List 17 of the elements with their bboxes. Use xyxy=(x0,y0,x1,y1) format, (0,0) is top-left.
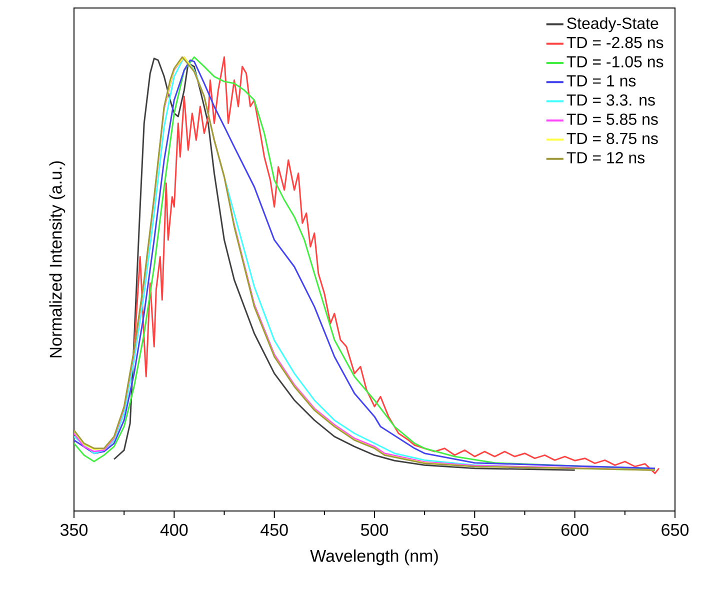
legend-label: TD = -2.85 ns xyxy=(566,36,664,48)
legend-label: TD = 3.3. ns xyxy=(566,94,655,106)
x-tick-label: 550 xyxy=(461,524,488,536)
x-tick-label: 450 xyxy=(260,524,288,536)
x-tick-label: 500 xyxy=(360,524,388,536)
legend-label: TD = 5.85 ns xyxy=(566,114,658,125)
x-tick-label: 400 xyxy=(160,524,188,536)
x-tick-label: 650 xyxy=(662,524,689,536)
legend-label: TD = 8.75 ns xyxy=(566,132,658,144)
x-tick-label: 600 xyxy=(562,524,588,536)
x-axis-title: Wavelength (nm) xyxy=(310,549,438,566)
y-axis-title: Normalized Intensity (a.u.) xyxy=(49,161,66,358)
legend-label: TD = -1.05 ns xyxy=(566,56,664,68)
legend-label: TD = 1 ns xyxy=(566,75,636,86)
legend-label: Steady-State xyxy=(567,17,658,32)
x-tick-label: 350 xyxy=(60,524,88,536)
legend-label: TD = 12 ns xyxy=(566,152,645,164)
